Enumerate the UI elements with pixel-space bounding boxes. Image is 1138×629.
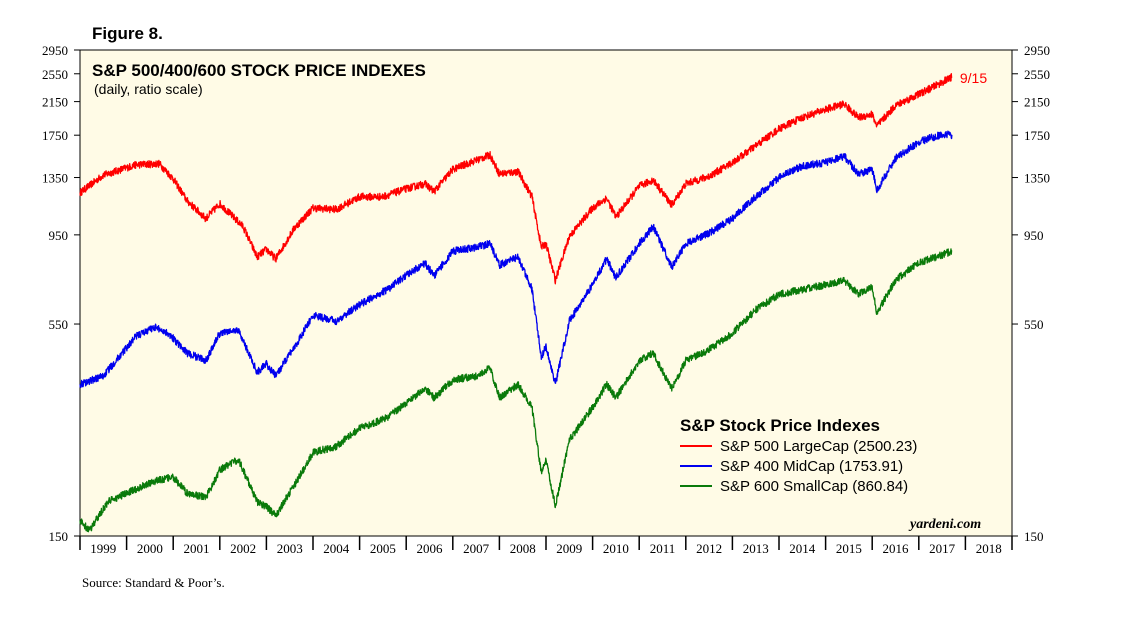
x-tick-label: 2007 <box>463 541 490 556</box>
y-tick-label-left: 1350 <box>42 171 68 186</box>
x-tick-label: 2010 <box>603 541 629 556</box>
series-line-2 <box>79 130 953 389</box>
figure-label: Figure 8. <box>92 24 163 43</box>
y-tick-label-right: 2150 <box>1024 95 1050 110</box>
legend-title: S&P Stock Price Indexes <box>680 416 880 435</box>
x-tick-label: 2015 <box>836 541 862 556</box>
x-tick-label: 2013 <box>743 541 769 556</box>
y-tick-label-left: 2150 <box>42 95 68 110</box>
y-tick-label-right: 950 <box>1024 228 1044 243</box>
x-tick-label: 2001 <box>184 541 210 556</box>
series-line-3 <box>79 248 953 533</box>
x-tick-label: 2000 <box>137 541 163 556</box>
x-tick-label: 2012 <box>696 541 722 556</box>
date-annotation: 9/15 <box>960 70 987 86</box>
y-tick-label-left: 1750 <box>42 128 68 143</box>
x-tick-label: 1999 <box>90 541 116 556</box>
series-line-1 <box>79 73 953 285</box>
x-tick-label: 2006 <box>417 541 444 556</box>
y-tick-label-right: 150 <box>1024 529 1044 544</box>
legend-entry: S&P 400 MidCap (1753.91) <box>720 458 903 475</box>
legend-entry: S&P 600 SmallCap (860.84) <box>720 478 908 495</box>
x-tick-label: 2009 <box>556 541 582 556</box>
y-tick-label-left: 2550 <box>42 67 68 82</box>
x-tick-label: 2004 <box>323 541 350 556</box>
x-tick-label: 2002 <box>230 541 256 556</box>
brand-watermark: yardeni.com <box>908 517 981 532</box>
y-tick-label-right: 2950 <box>1024 43 1050 58</box>
y-tick-label-left: 550 <box>49 317 69 332</box>
y-tick-label-right: 1750 <box>1024 128 1050 143</box>
x-tick-label: 2014 <box>789 541 816 556</box>
x-tick-label: 2016 <box>883 541 910 556</box>
y-tick-label-right: 2550 <box>1024 67 1050 82</box>
x-tick-label: 2003 <box>277 541 303 556</box>
x-tick-label: 2018 <box>976 541 1002 556</box>
source-note: Source: Standard & Poor’s. <box>82 575 225 590</box>
legend-entry: S&P 500 LargeCap (2500.23) <box>720 438 917 455</box>
y-tick-label-right: 1350 <box>1024 171 1050 186</box>
x-tick-label: 2005 <box>370 541 396 556</box>
axes: 150 150 550 550 950 950 1350 1350 1750 1750 2150 21… <box>42 43 1050 556</box>
x-tick-label: 2008 <box>510 541 536 556</box>
y-tick-label-left: 150 <box>49 529 69 544</box>
chart-subtitle: (daily, ratio scale) <box>94 81 203 97</box>
y-tick-label-left: 2950 <box>42 43 68 58</box>
x-tick-label: 2011 <box>650 541 676 556</box>
chart-title: S&P 500/400/600 STOCK PRICE INDEXES <box>92 61 426 80</box>
legend: S&P Stock Price Indexes S&P 500 LargeCap… <box>680 416 917 495</box>
y-tick-label-right: 550 <box>1024 317 1044 332</box>
series-lines <box>79 73 953 533</box>
y-tick-label-left: 950 <box>49 228 69 243</box>
x-tick-label: 2017 <box>929 541 956 556</box>
